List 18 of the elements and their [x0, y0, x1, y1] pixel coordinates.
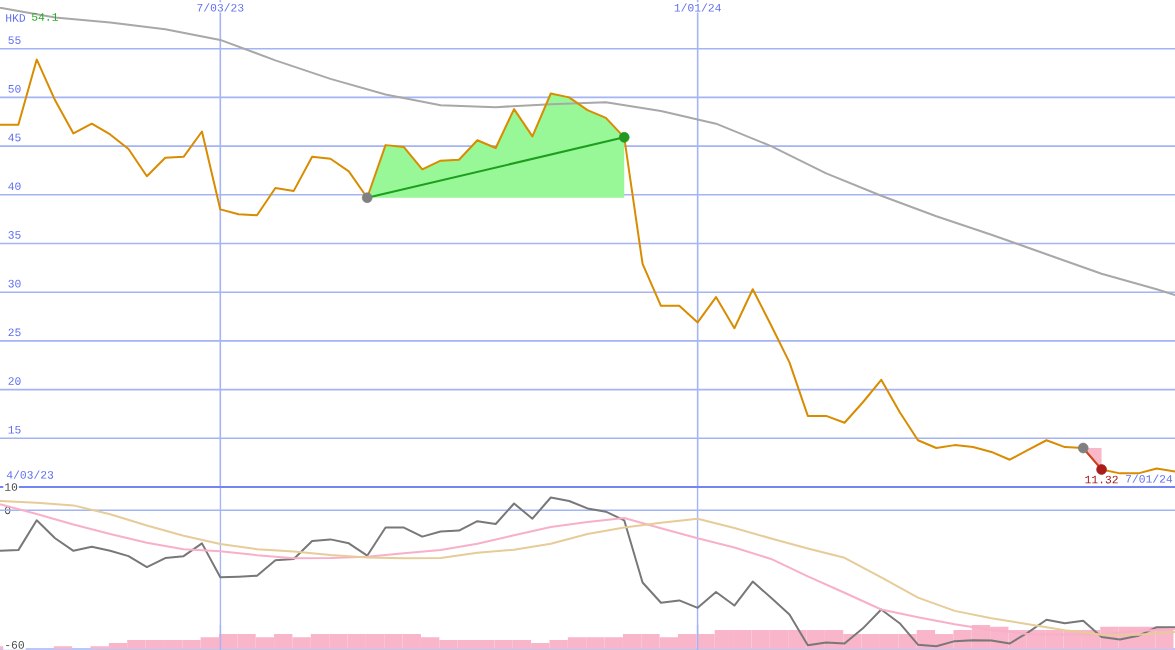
- y-tick-label: 30: [8, 279, 21, 288]
- annotation: 11.32: [1085, 475, 1118, 484]
- y-axis-title: HKD: [6, 14, 26, 22]
- x-tick-label: 1/01/24: [674, 3, 721, 12]
- y-tick-label: 40: [8, 182, 21, 191]
- y-tick-label: -60: [6, 641, 24, 649]
- y-tick-label: 25: [8, 328, 21, 337]
- y-tick-label: 20: [8, 377, 21, 385]
- y-tick-label: 35: [8, 231, 21, 239]
- y-tick-label: 15: [8, 426, 21, 434]
- y-tick-label: 50: [8, 84, 21, 93]
- y-tick-label: 10: [5, 483, 18, 491]
- y-tick-label: 45: [8, 133, 21, 142]
- annotation: 4/03/23: [6, 470, 54, 479]
- annotation: 7/01/24: [1126, 474, 1173, 483]
- y-tick-label: 55: [8, 36, 21, 44]
- x-tick-label: 7/03/23: [197, 3, 244, 12]
- annotation: 54.1: [31, 13, 58, 21]
